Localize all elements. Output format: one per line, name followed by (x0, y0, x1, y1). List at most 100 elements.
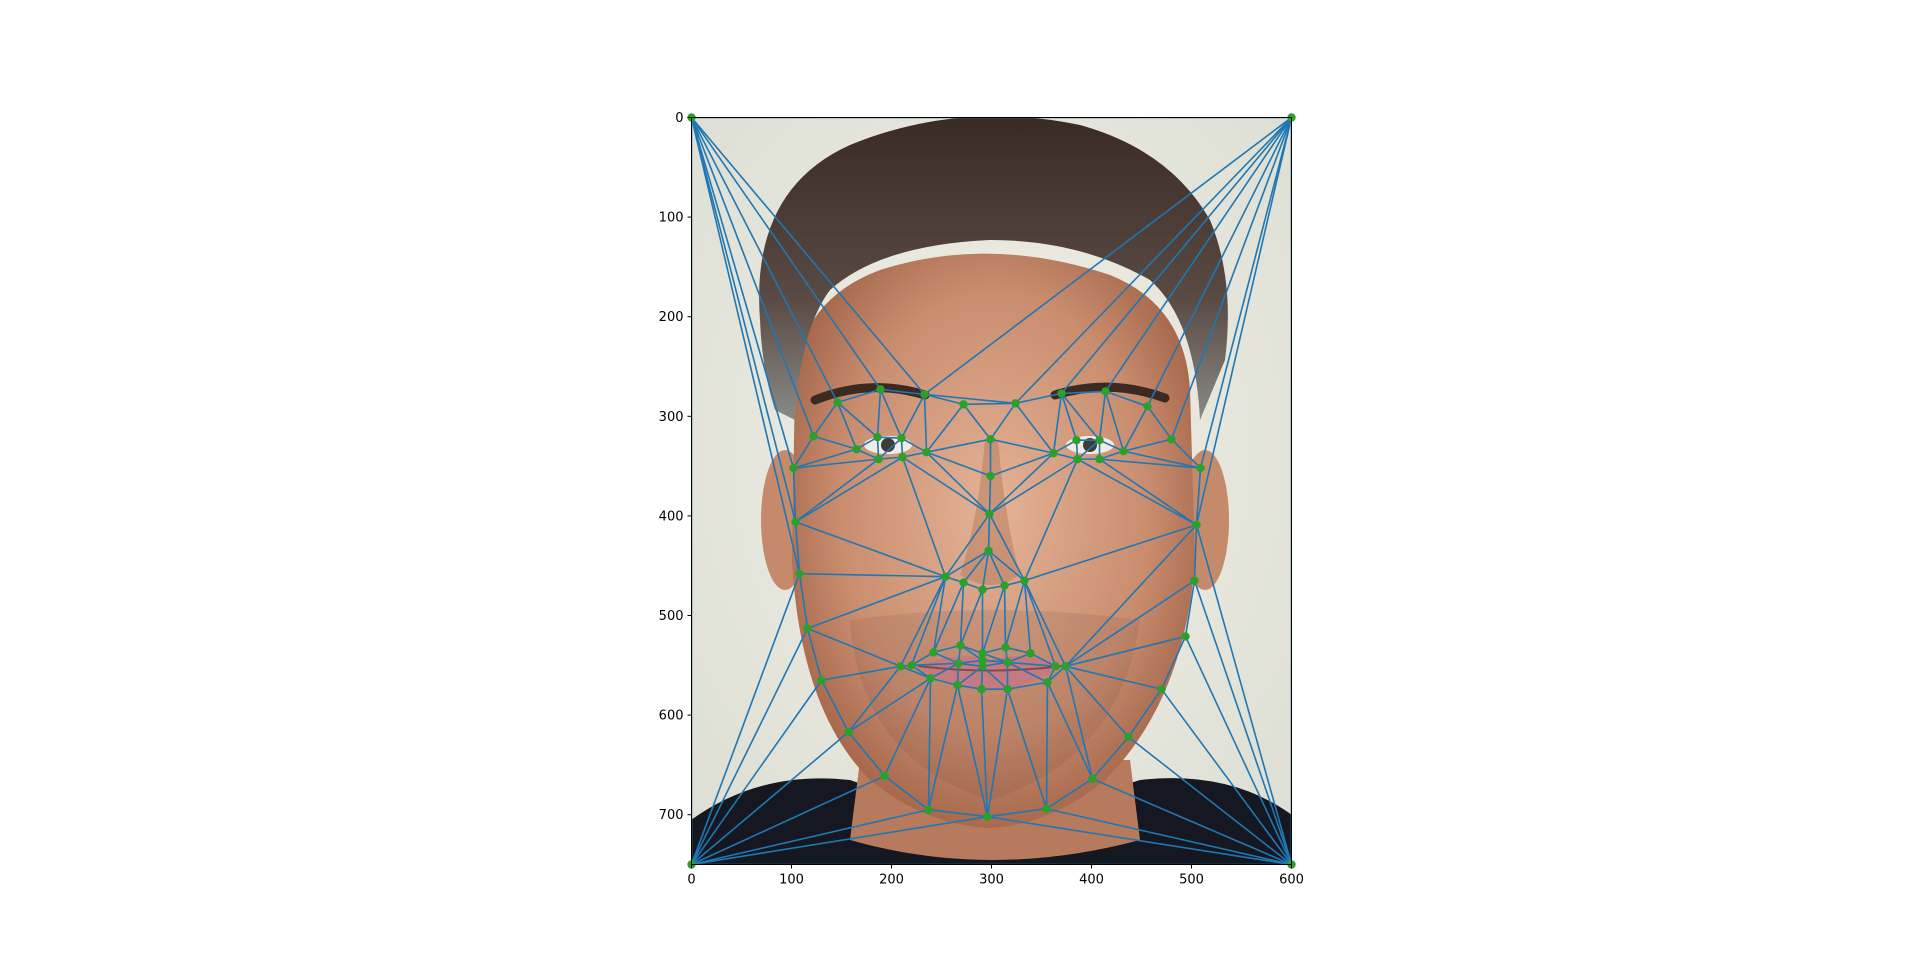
y-tick-label: 200 (659, 310, 684, 325)
mesh-edge (1023, 580, 1057, 667)
mesh-edge (1195, 524, 1292, 865)
mesh-edge (986, 689, 1009, 817)
mesh-edge (956, 685, 989, 817)
mesh-edge (1046, 778, 1093, 810)
mesh-edge (880, 388, 925, 396)
mesh-edge (981, 550, 990, 590)
mesh-edge (902, 456, 990, 515)
mesh-edge (691, 117, 797, 523)
mesh-edge (691, 731, 850, 865)
mesh-edge (1064, 665, 1130, 738)
landmark-point (898, 452, 907, 462)
mesh-edge (945, 550, 989, 578)
mesh-edge (1023, 458, 1079, 581)
mesh-edge (925, 403, 965, 453)
mesh-edge (928, 808, 988, 818)
landmark-point (791, 517, 800, 527)
landmark-point (1051, 662, 1060, 671)
mesh-edge (1076, 439, 1101, 460)
mesh-edge (820, 679, 850, 733)
mesh-edge (963, 402, 1016, 406)
mesh-edge (1195, 468, 1202, 525)
landmark-point (920, 390, 929, 399)
mesh-edge (1065, 579, 1195, 667)
mesh-edge (1014, 402, 1055, 454)
landmark-point (1003, 685, 1012, 694)
mesh-edge (924, 393, 964, 406)
mesh-edge (1091, 736, 1130, 780)
mesh-edge (911, 662, 959, 667)
mesh-edge (911, 651, 934, 666)
y-axis: 0 100 200 300 400 500 600 700 (659, 111, 692, 823)
landmark-point (1143, 402, 1152, 411)
landmark-point (956, 641, 965, 650)
landmark-point (789, 463, 798, 473)
mesh-edge (1065, 665, 1162, 690)
y-tick-label: 700 (659, 808, 684, 823)
mesh-edge (1099, 458, 1197, 526)
mesh-edge (876, 389, 882, 438)
landmark-point (922, 447, 931, 457)
mesh-edge (691, 815, 988, 865)
mesh-edge (884, 775, 929, 811)
mesh-edge (1099, 450, 1124, 460)
mesh-edge (1122, 405, 1149, 452)
landmark-point (897, 434, 906, 443)
landmark-point (896, 662, 905, 671)
mesh-edge (982, 652, 1008, 664)
mesh-edge (988, 513, 1026, 582)
mesh-edge (1024, 524, 1197, 582)
landmark-point (907, 661, 916, 670)
landmark-point (809, 432, 818, 441)
mesh-edge (988, 452, 1055, 515)
mesh-edge (691, 775, 885, 865)
y-tick-label: 600 (659, 709, 684, 724)
mesh-edge (1160, 636, 1187, 690)
mesh-edge (691, 573, 801, 865)
mesh-edge (883, 677, 932, 777)
mesh-edge (927, 678, 932, 810)
mesh-edge (793, 448, 857, 469)
landmark-point (1095, 436, 1104, 445)
mesh-edge (1104, 391, 1125, 452)
mesh-edge (987, 550, 1026, 582)
y-tick-label: 0 (675, 111, 683, 126)
mesh-edge (691, 117, 795, 469)
mesh-edge (900, 665, 931, 679)
landmark-point (978, 656, 987, 665)
x-tick-label: 300 (979, 873, 1004, 888)
mesh-edge (1060, 393, 1078, 441)
mesh-edge (1092, 778, 1292, 865)
landmark-point (924, 805, 933, 814)
x-tick-label: 600 (1279, 873, 1304, 888)
mesh-edge (1170, 438, 1202, 469)
mesh-edge (960, 644, 983, 661)
mesh-edge (959, 589, 984, 646)
mesh-edge (799, 572, 946, 578)
mesh-edge (925, 451, 991, 515)
mesh-edge (821, 665, 901, 682)
landmark-points (687, 113, 1296, 869)
x-axis: 0 100 200 300 400 500 600 (687, 864, 1304, 888)
mesh-edge (924, 117, 1292, 396)
landmark-point (929, 648, 938, 657)
landmark-point (1049, 448, 1058, 458)
mesh-edge (1065, 635, 1186, 668)
mesh-edge (1193, 524, 1198, 581)
mesh-edge (1184, 636, 1292, 865)
landmark-point (852, 444, 861, 454)
mesh-edge (691, 117, 926, 395)
mesh-edge (901, 437, 927, 453)
mesh-edge (877, 437, 903, 460)
mesh-edge (944, 513, 991, 578)
landmark-point (1157, 685, 1166, 694)
mesh-edge (982, 661, 1008, 668)
mesh-edge (930, 662, 959, 679)
mesh-edge (981, 585, 1006, 654)
mesh-edge (981, 665, 1009, 690)
mesh-edge (1104, 117, 1292, 392)
mesh-edge (926, 451, 991, 477)
mesh-edge (987, 513, 991, 551)
mesh-edge (933, 644, 961, 654)
